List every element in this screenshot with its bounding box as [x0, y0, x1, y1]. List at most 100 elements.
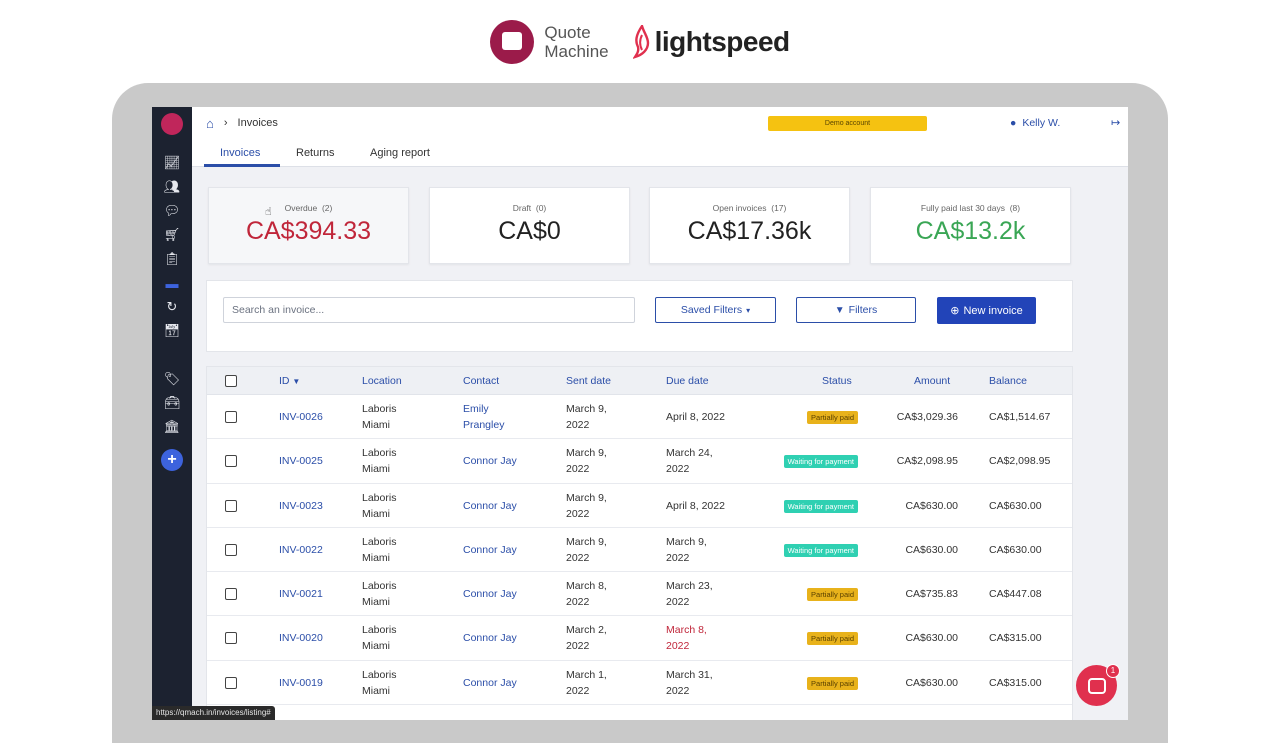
orders-cart-icon[interactable]: 🛒︎: [163, 227, 181, 242]
card-overdue[interactable]: Overdue (2) CA$394.33: [208, 187, 409, 264]
table-header: ID ▼ Location Contact Sent date Due date…: [207, 367, 1072, 395]
sent-date-cell: March 8, 2022: [566, 578, 607, 610]
amount-cell: CA$630.00: [905, 499, 958, 512]
contact-link-line: Connor Jay: [463, 543, 517, 556]
table-row[interactable]: INV-0021 Laboris Miami Connor Jay March 8, 20…: [207, 572, 1072, 617]
new-invoice-button[interactable]: ⊕ New invoice: [937, 297, 1036, 324]
amount-cell: CA$3,029.36: [896, 411, 958, 423]
sent-date-cell: March 9, 2022: [566, 401, 607, 433]
location-cell: Laboris Miami: [362, 401, 396, 433]
tags-icon[interactable]: 🏷︎: [163, 371, 181, 386]
table-row[interactable]: INV-0026 Laboris Miami Emily Prangley March 9…: [207, 395, 1072, 440]
location-cell-line: Laboris: [362, 535, 397, 548]
table-row[interactable]: INV-0020 Laboris Miami Connor Jay March 2, 20…: [207, 616, 1072, 661]
row-checkbox[interactable]: [225, 588, 237, 601]
user-menu[interactable]: ● Kelly W.: [1010, 117, 1060, 129]
dashboard-chart-icon[interactable]: 📈︎: [163, 155, 181, 170]
bank-icon[interactable]: 🏛︎: [163, 419, 181, 434]
saved-filters-button[interactable]: Saved Filters ▾: [655, 297, 776, 323]
clipboard-icon[interactable]: 📋︎: [163, 251, 181, 266]
sent-date-cell: March 1, 2022: [566, 667, 607, 699]
status-url-tooltip: https://qmach.in/invoices/listing#: [152, 706, 275, 720]
tab-aging-report[interactable]: Aging report: [370, 147, 430, 159]
table-row[interactable]: INV-0025 Laboris Miami Connor Jay March 9, 20…: [207, 439, 1072, 484]
tab-invoices[interactable]: Invoices: [220, 147, 261, 159]
contact-link[interactable]: Emily Prangley: [463, 401, 504, 433]
card-draft[interactable]: Draft (0) CA$0: [429, 187, 630, 264]
select-all-checkbox[interactable]: [225, 375, 237, 387]
column-header-balance[interactable]: Balance: [989, 375, 1027, 387]
row-checkbox[interactable]: [225, 632, 237, 645]
invoice-id-link[interactable]: INV-0023: [279, 499, 323, 512]
row-checkbox[interactable]: [225, 543, 237, 556]
invoice-id-link[interactable]: INV-0022: [279, 543, 323, 556]
app-logo-icon[interactable]: [161, 113, 183, 135]
location-cell-line: Miami: [362, 419, 390, 431]
tab-returns[interactable]: Returns: [296, 147, 335, 159]
column-header-sent-date[interactable]: Sent date: [566, 375, 611, 387]
table-row[interactable]: INV-0019 Laboris Miami Connor Jay March 1, 20…: [207, 661, 1072, 706]
row-checkbox[interactable]: [225, 676, 237, 689]
sync-refresh-icon[interactable]: ↻: [166, 299, 178, 314]
due-date-cell-line: April 8, 2022: [666, 411, 725, 423]
column-header-location[interactable]: Location: [362, 375, 402, 387]
add-plus-icon[interactable]: +: [161, 449, 183, 471]
invoice-id-link[interactable]: INV-0025: [279, 455, 323, 468]
column-header-amount[interactable]: Amount: [914, 375, 951, 387]
card-value: CA$13.2k: [915, 217, 1026, 245]
row-checkbox[interactable]: [225, 499, 237, 512]
due-date-cell-line: March 9,: [666, 535, 707, 548]
card-label: Overdue: [284, 203, 318, 213]
card-open-invoices[interactable]: Open invoices (17) CA$17.36k: [649, 187, 850, 264]
sent-date-cell-line: March 9,: [566, 491, 607, 504]
invoice-id-link[interactable]: INV-0019: [279, 676, 323, 689]
contact-link[interactable]: Connor Jay: [463, 542, 517, 558]
table-row[interactable]: INV-0022 Laboris Miami Connor Jay March 9, 20…: [207, 528, 1072, 573]
toolbox-icon[interactable]: 🧰︎: [163, 395, 181, 410]
due-date-cell-line: March 24,: [666, 447, 713, 460]
sent-date-cell: March 2, 2022: [566, 622, 607, 654]
location-cell-line: Miami: [362, 507, 390, 520]
column-header-due-date[interactable]: Due date: [666, 375, 709, 387]
column-header-id[interactable]: ID ▼: [279, 375, 301, 387]
user-name: Kelly W.: [1022, 117, 1061, 129]
invoice-id-link[interactable]: INV-0021: [279, 588, 323, 601]
calendar-icon[interactable]: 📅︎: [163, 323, 181, 338]
home-icon[interactable]: ⌂: [206, 115, 214, 131]
contact-link[interactable]: Connor Jay: [463, 675, 517, 691]
sent-date-cell-line: 2022: [566, 551, 590, 564]
card-count: (0): [535, 203, 547, 213]
due-date-cell-line: March 31,: [666, 668, 713, 681]
amount-cell: CA$630.00: [905, 676, 958, 689]
sent-date-cell: March 9, 2022: [566, 490, 607, 522]
invoice-id-link[interactable]: INV-0026: [279, 411, 323, 423]
quotes-chat-icon[interactable]: 💬︎: [163, 203, 181, 218]
contact-link[interactable]: Connor Jay: [463, 498, 517, 514]
due-date-cell-line: April 8, 2022: [666, 499, 725, 512]
table-row[interactable]: LaborisMarch 1,March 31,: [207, 705, 1072, 720]
table-row[interactable]: INV-0023 Laboris Miami Connor Jay March 9, 20…: [207, 484, 1072, 528]
filters-button[interactable]: ▼ Filters: [796, 297, 916, 323]
saved-filters-label: Saved Filters: [680, 304, 743, 316]
contact-link[interactable]: Connor Jay: [463, 453, 517, 469]
card-fully-paid[interactable]: Fully paid last 30 days (8) CA$13.2k: [870, 187, 1071, 264]
search-input[interactable]: Search an invoice...: [223, 297, 635, 323]
sent-date-cell-line: March 1,: [566, 668, 607, 681]
row-checkbox[interactable]: [225, 411, 237, 423]
column-header-contact[interactable]: Contact: [463, 375, 500, 387]
contacts-users-icon[interactable]: 👥︎: [163, 179, 181, 194]
card-count: (17): [771, 203, 787, 213]
due-date-cell: April 8, 2022: [666, 409, 725, 425]
lightspeed-flame-icon: [632, 25, 649, 59]
column-header-status[interactable]: Status: [822, 375, 852, 387]
row-checkbox[interactable]: [225, 455, 237, 468]
card-value: CA$17.36k: [687, 217, 812, 245]
logout-icon[interactable]: ↦: [1111, 117, 1121, 129]
quote-machine-line2: Machine: [544, 42, 609, 61]
contact-link[interactable]: Connor Jay: [463, 630, 517, 646]
invoice-id-link[interactable]: INV-0020: [279, 632, 323, 645]
contact-link[interactable]: Connor Jay: [463, 586, 517, 602]
plus-circle-icon: ⊕: [950, 305, 960, 317]
status-badge: Partially paid: [807, 632, 858, 646]
invoices-card-icon[interactable]: ▬: [165, 275, 179, 291]
